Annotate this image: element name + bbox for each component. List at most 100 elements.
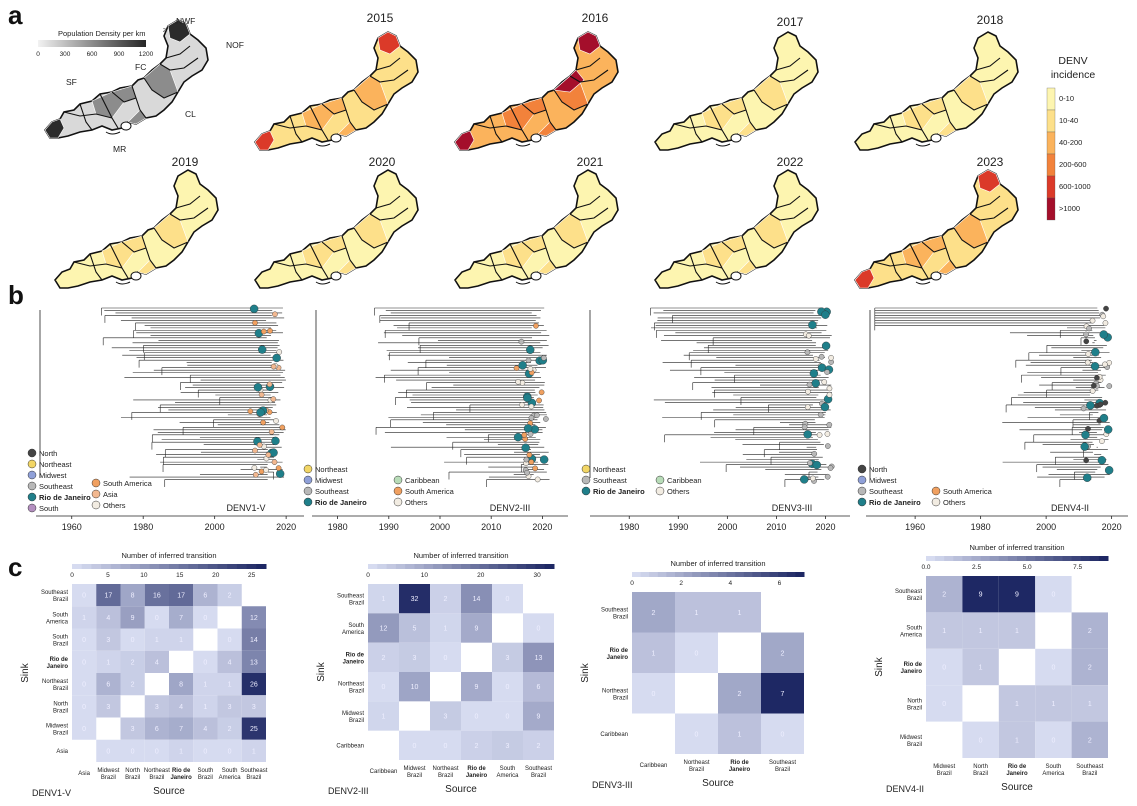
tree-tip — [824, 369, 830, 375]
tree-tip — [1094, 375, 1100, 381]
tree-tip — [252, 471, 259, 478]
incidence-swatch-3 — [1046, 153, 1056, 177]
map-region-border — [63, 111, 113, 119]
heatmap-row-label: South — [348, 623, 364, 629]
heatmap-col-label: Brazil — [438, 773, 453, 779]
tree-tip — [821, 341, 831, 351]
map-region-border — [353, 227, 389, 249]
heatmap-cell — [193, 584, 218, 607]
heatmap-cell-value: 0 — [82, 659, 86, 666]
tree-legend-label: Midwest — [39, 471, 67, 480]
heatmap-row-label: North — [53, 701, 68, 707]
map-region-border — [741, 235, 757, 269]
legend-dot — [303, 475, 313, 485]
tree-axis-tick-label: 1990 — [668, 522, 688, 532]
tree-tip — [271, 459, 278, 465]
heatmap-cell — [926, 612, 963, 649]
map-region-border — [689, 115, 703, 143]
heatmap-cell-value: 1 — [179, 637, 183, 644]
tree-tip — [826, 385, 833, 392]
state-map-2019 — [54, 169, 219, 289]
map-region-border — [473, 123, 523, 131]
heatmap-cell — [72, 584, 97, 607]
tree-legend-label: Asia — [103, 490, 118, 499]
heatmap-cell-value: 0 — [228, 748, 232, 755]
tree-tip — [824, 431, 831, 437]
heatmap-cell-value: 3 — [228, 704, 232, 711]
heatmap-col-label: America — [219, 775, 242, 781]
heatmap-row-label: Asia — [56, 749, 68, 755]
colorbar-segment — [544, 564, 555, 569]
heatmap-cell — [72, 673, 97, 696]
colorbar-segment — [1062, 556, 1073, 561]
incidence-bin-label: 40-200 — [1059, 138, 1082, 147]
heatmap-row-label: America — [46, 619, 69, 625]
colorbar-segment — [795, 572, 805, 577]
colorbar-tick: 30 — [533, 572, 541, 579]
region-label-mr: MR — [113, 144, 126, 154]
tree-tip — [1099, 330, 1108, 339]
heatmap-row-label: Brazil — [613, 614, 628, 620]
heatmap-cell-value: 32 — [411, 596, 419, 603]
heatmap-cell-value: 0 — [942, 701, 946, 708]
map-region-border — [689, 253, 703, 281]
bay-shape — [330, 133, 342, 143]
colorbar-segment — [657, 572, 667, 577]
colorbar-tick: 20 — [477, 572, 485, 579]
tree-legend-label: South America — [103, 479, 153, 488]
tree-tip — [1103, 425, 1113, 434]
heatmap-col-label: North — [973, 764, 988, 770]
colorbar-segment — [953, 556, 963, 561]
heatmap-cell — [96, 584, 121, 607]
heatmap-col-label: Brazil — [973, 771, 988, 777]
heatmap-row-label: South — [52, 612, 68, 618]
heatmap-row-label: Rio de — [610, 648, 629, 654]
tree-name-label: DENV1-V — [226, 503, 265, 513]
tree-legend-label: North — [869, 465, 887, 474]
map-region-border — [921, 241, 947, 253]
heatmap-cell — [718, 673, 761, 714]
colorbar-segment — [130, 564, 141, 569]
heatmap-cell-value: 2 — [738, 691, 742, 698]
heatmap-col-label: Janeiro — [729, 767, 751, 773]
tree-tip — [805, 388, 811, 395]
map-region-border — [721, 241, 747, 253]
heatmap-cell — [523, 730, 554, 760]
heatmap-row-label: South — [906, 626, 922, 632]
map-outline — [454, 169, 619, 289]
map-region-border — [143, 77, 179, 99]
tree-tip — [539, 455, 549, 464]
map-region-border — [889, 253, 903, 281]
tree-tip — [263, 467, 269, 473]
tree-tip — [818, 353, 825, 360]
map-region-border — [369, 207, 409, 221]
heatmap-cell-value: 8 — [131, 593, 135, 600]
legend-dot — [303, 497, 313, 507]
colorbar-segment — [1017, 556, 1027, 561]
heatmap-cell-value: 9 — [537, 714, 541, 721]
heatmap-col-label: Brazil — [689, 767, 704, 773]
heatmap-cell — [399, 613, 430, 643]
heatmap-cell — [675, 632, 718, 673]
colorbar-tick: 15 — [176, 572, 184, 579]
colorbar-segment — [692, 572, 702, 577]
coast-line — [715, 143, 731, 147]
tree-tip — [1083, 331, 1089, 338]
state-map-2017 — [654, 31, 819, 151]
map-region-border — [321, 103, 347, 115]
heatmap-cell — [368, 584, 399, 614]
heatmap-cell — [399, 642, 430, 672]
heatmap-cell — [1035, 648, 1072, 686]
tree-tip — [249, 304, 259, 314]
tree-tip — [824, 473, 831, 480]
tree-tip — [536, 397, 542, 404]
heatmap-cell-value: 0 — [155, 615, 159, 622]
colorbar-segment — [786, 572, 796, 577]
heatmap-x-title: Source — [1001, 782, 1033, 793]
heatmap-row-label: Rio de — [346, 652, 365, 658]
heatmap-cell — [761, 673, 804, 714]
heatmap-col-label: Midwest — [403, 766, 425, 772]
colorbar-segment — [246, 564, 257, 569]
colorbar-segment — [368, 564, 378, 569]
density-tick: 300 — [60, 51, 71, 58]
